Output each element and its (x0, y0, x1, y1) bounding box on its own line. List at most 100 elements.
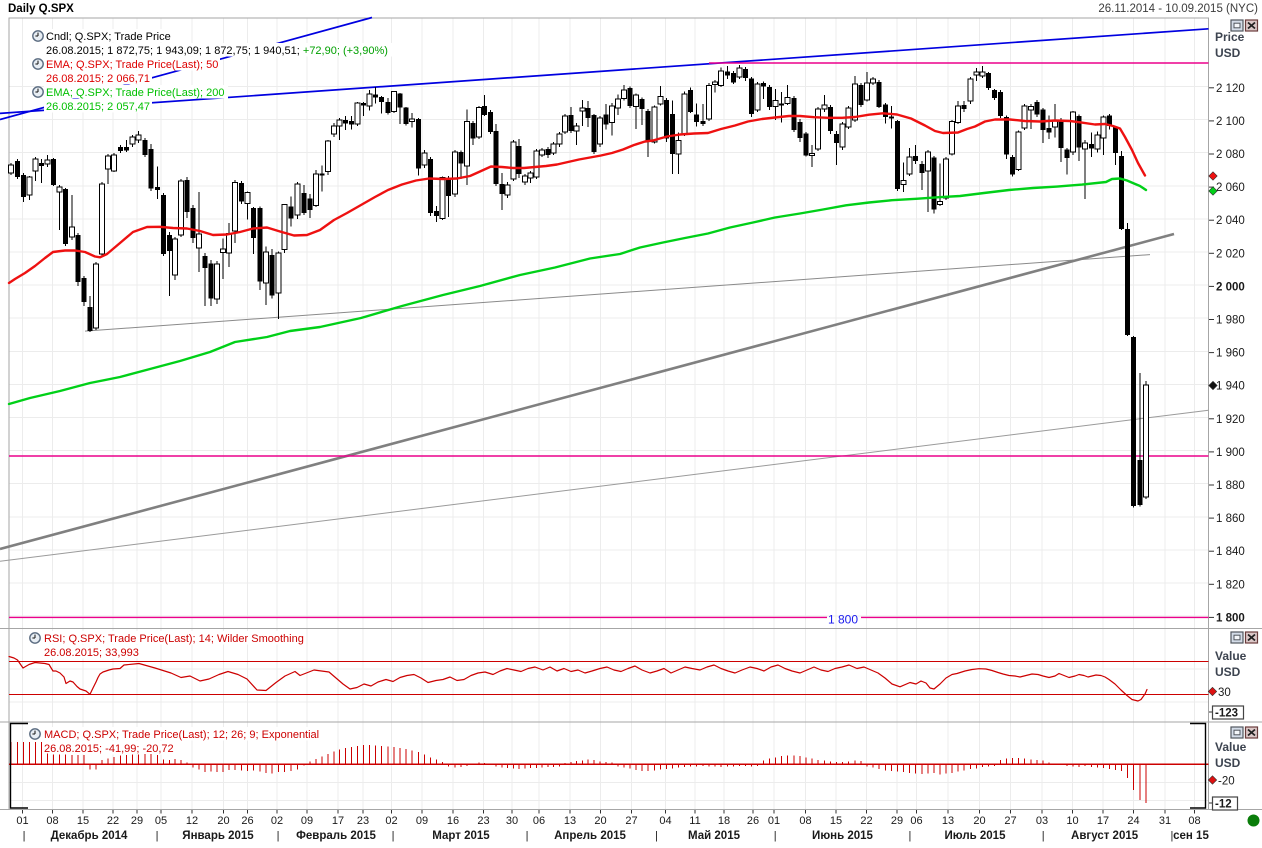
svg-text:2 040: 2 040 (1216, 215, 1245, 227)
svg-text:20: 20 (973, 815, 985, 827)
svg-text:13: 13 (564, 815, 576, 827)
svg-text:27: 27 (1004, 815, 1016, 827)
svg-text:|: | (156, 830, 159, 842)
svg-text:2 120: 2 120 (1216, 83, 1245, 95)
svg-text:30: 30 (506, 815, 518, 827)
svg-text:1 800: 1 800 (1216, 612, 1245, 624)
svg-text:1 900: 1 900 (1216, 447, 1245, 459)
svg-text:|: | (392, 830, 395, 842)
svg-text:13: 13 (942, 815, 954, 827)
svg-text:RSI; Q.SPX; Trade Price(Last);: RSI; Q.SPX; Trade Price(Last); 14; Wilde… (44, 633, 304, 645)
svg-text:17: 17 (332, 815, 344, 827)
svg-text:26: 26 (241, 815, 253, 827)
svg-text:|: | (526, 830, 529, 842)
svg-text:02: 02 (385, 815, 397, 827)
svg-text:-123: -123 (1215, 708, 1238, 720)
svg-text:Cndl; Q.SPX; Trade Price: Cndl; Q.SPX; Trade Price (46, 31, 171, 43)
svg-text:|: | (908, 830, 911, 842)
svg-text:06: 06 (910, 815, 922, 827)
svg-text:Июнь 2015: Июнь 2015 (812, 830, 873, 842)
svg-text:MACD; Q.SPX; Trade Price(Last): MACD; Q.SPX; Trade Price(Last); 12; 26; … (44, 729, 319, 741)
svg-text:2 060: 2 060 (1216, 182, 1245, 194)
svg-text:17: 17 (1097, 815, 1109, 827)
svg-text:11: 11 (689, 815, 700, 827)
svg-text:26.08.2015; 2 057,47: 26.08.2015; 2 057,47 (46, 101, 150, 113)
svg-text:|: | (23, 830, 26, 842)
svg-text:26.08.2015; 2 066,71: 26.08.2015; 2 066,71 (46, 73, 150, 85)
svg-text:24: 24 (1127, 815, 1139, 827)
svg-text:10: 10 (1066, 815, 1078, 827)
svg-text:18: 18 (718, 815, 730, 827)
svg-text:Январь 2015: Январь 2015 (182, 830, 254, 842)
svg-text:|: | (1170, 830, 1173, 842)
svg-text:1 820: 1 820 (1216, 579, 1245, 591)
svg-text:2 000: 2 000 (1216, 281, 1245, 293)
svg-text:1 860: 1 860 (1216, 513, 1245, 525)
svg-text:29: 29 (131, 815, 143, 827)
svg-text:12: 12 (186, 815, 198, 827)
svg-text:2 080: 2 080 (1216, 149, 1245, 161)
svg-text:09: 09 (416, 815, 428, 827)
svg-text:02: 02 (271, 815, 283, 827)
svg-text:|: | (1042, 830, 1045, 842)
svg-text:2 100: 2 100 (1216, 116, 1245, 128)
svg-text:1 840: 1 840 (1216, 546, 1245, 558)
svg-text:08: 08 (799, 815, 811, 827)
svg-text:1 800: 1 800 (828, 613, 858, 627)
svg-text:23: 23 (477, 815, 489, 827)
svg-text:27: 27 (625, 815, 637, 827)
svg-text:29: 29 (891, 815, 903, 827)
svg-text:1 880: 1 880 (1216, 480, 1245, 492)
svg-text:26: 26 (747, 815, 759, 827)
svg-text:01: 01 (768, 815, 780, 827)
svg-text:1 980: 1 980 (1216, 315, 1245, 327)
svg-text:06: 06 (533, 815, 545, 827)
svg-text:20: 20 (594, 815, 606, 827)
svg-text:26.08.2015; 33,993: 26.08.2015; 33,993 (44, 647, 139, 659)
svg-text:Price: Price (1215, 30, 1245, 44)
svg-text:Июль 2015: Июль 2015 (945, 830, 1007, 842)
svg-text:Value: Value (1215, 649, 1247, 663)
svg-text:23: 23 (357, 815, 369, 827)
svg-text:09: 09 (301, 815, 313, 827)
svg-text:26.08.2015; 1 872,75; 1 943,09: 26.08.2015; 1 872,75; 1 943,09; 1 872,75… (46, 45, 388, 57)
svg-text:EMA; Q.SPX; Trade Price(Last);: EMA; Q.SPX; Trade Price(Last); 50 (46, 59, 218, 71)
svg-text:Декабрь 2014: Декабрь 2014 (51, 830, 128, 842)
svg-text:22: 22 (107, 815, 119, 827)
svg-text:30: 30 (1218, 687, 1231, 699)
svg-text:20: 20 (217, 815, 229, 827)
svg-text:22: 22 (860, 815, 872, 827)
svg-text:USD: USD (1215, 756, 1241, 770)
svg-text:Август 2015: Август 2015 (1071, 830, 1139, 842)
svg-text:03: 03 (1036, 815, 1048, 827)
svg-text:1 920: 1 920 (1216, 414, 1245, 426)
svg-text:16: 16 (447, 815, 459, 827)
svg-text:Апрель 2015: Апрель 2015 (554, 830, 626, 842)
svg-text:31: 31 (1159, 815, 1171, 827)
svg-text:1 960: 1 960 (1216, 348, 1245, 360)
svg-text:05: 05 (155, 815, 167, 827)
svg-text:1 940: 1 940 (1216, 381, 1245, 393)
svg-text:|: | (277, 830, 280, 842)
svg-text:USD: USD (1215, 46, 1241, 60)
svg-text:15: 15 (830, 815, 842, 827)
svg-text:-12: -12 (1215, 799, 1232, 811)
svg-text:26.08.2015; -41,99; -20,72: 26.08.2015; -41,99; -20,72 (44, 743, 174, 755)
svg-text:15: 15 (77, 815, 89, 827)
svg-text:Май 2015: Май 2015 (688, 830, 741, 842)
svg-text:2 020: 2 020 (1216, 248, 1245, 260)
svg-text:|: | (774, 830, 777, 842)
svg-text:-20: -20 (1218, 776, 1235, 788)
svg-text:USD: USD (1215, 665, 1241, 679)
svg-text:Февраль 2015: Февраль 2015 (296, 830, 376, 842)
svg-text:Март 2015: Март 2015 (432, 830, 490, 842)
svg-text:EMA; Q.SPX; Trade Price(Last);: EMA; Q.SPX; Trade Price(Last); 200 (46, 87, 225, 99)
svg-text:08: 08 (46, 815, 58, 827)
svg-text:04: 04 (659, 815, 671, 827)
svg-text:сен 15: сен 15 (1173, 830, 1209, 842)
svg-text:|: | (655, 830, 658, 842)
svg-text:01: 01 (16, 815, 28, 827)
svg-text:26.11.2014 - 10.09.2015 (NYC): 26.11.2014 - 10.09.2015 (NYC) (1098, 3, 1258, 15)
svg-text:Daily Q.SPX: Daily Q.SPX (8, 3, 74, 15)
svg-text:08: 08 (1188, 815, 1200, 827)
